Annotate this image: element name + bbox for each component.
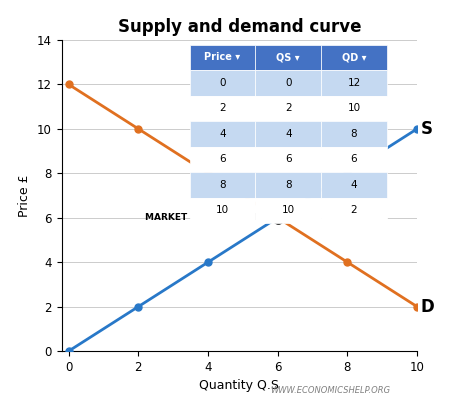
FancyBboxPatch shape [255, 45, 321, 70]
FancyBboxPatch shape [190, 45, 255, 70]
FancyBboxPatch shape [321, 121, 387, 147]
FancyBboxPatch shape [190, 198, 255, 223]
Text: QS ▾: QS ▾ [276, 52, 300, 62]
FancyBboxPatch shape [190, 147, 255, 172]
Text: 12: 12 [347, 78, 361, 88]
Text: 8: 8 [351, 129, 357, 139]
FancyBboxPatch shape [321, 45, 387, 70]
FancyBboxPatch shape [255, 172, 321, 198]
FancyBboxPatch shape [190, 121, 255, 147]
Y-axis label: Price £: Price £ [18, 174, 31, 217]
Text: WWW.ECONOMICSHELP.ORG: WWW.ECONOMICSHELP.ORG [270, 386, 390, 395]
Text: 4: 4 [351, 180, 357, 190]
Text: Price ▾: Price ▾ [204, 52, 240, 62]
FancyBboxPatch shape [190, 96, 255, 121]
FancyBboxPatch shape [255, 198, 321, 223]
FancyBboxPatch shape [321, 147, 387, 172]
Text: 0: 0 [285, 78, 292, 88]
Text: 10: 10 [216, 205, 229, 215]
FancyBboxPatch shape [255, 96, 321, 121]
Text: 2: 2 [219, 103, 226, 113]
Text: 8: 8 [285, 180, 292, 190]
FancyBboxPatch shape [321, 198, 387, 223]
FancyBboxPatch shape [190, 172, 255, 198]
FancyBboxPatch shape [255, 147, 321, 172]
Text: QD ▾: QD ▾ [342, 52, 366, 62]
Text: 2: 2 [285, 103, 292, 113]
Text: 8: 8 [219, 180, 226, 190]
Text: 6: 6 [219, 154, 226, 164]
Text: 2: 2 [351, 205, 357, 215]
FancyBboxPatch shape [321, 96, 387, 121]
Text: D: D [420, 298, 434, 316]
Text: 10: 10 [282, 205, 295, 215]
FancyBboxPatch shape [321, 70, 387, 96]
Text: 0: 0 [219, 78, 226, 88]
Text: 4: 4 [219, 129, 226, 139]
FancyBboxPatch shape [190, 70, 255, 96]
Title: Supply and demand curve: Supply and demand curve [118, 18, 361, 36]
Text: 4: 4 [285, 129, 292, 139]
X-axis label: Quantity Q.S: Quantity Q.S [200, 379, 279, 392]
Text: 6: 6 [351, 154, 357, 164]
FancyBboxPatch shape [255, 70, 321, 96]
FancyBboxPatch shape [321, 172, 387, 198]
Text: 6: 6 [285, 154, 292, 164]
Text: MARKET EQUILIBRIUM: MARKET EQUILIBRIUM [145, 213, 273, 222]
Text: S: S [420, 120, 433, 138]
FancyBboxPatch shape [255, 121, 321, 147]
Text: 10: 10 [347, 103, 361, 113]
